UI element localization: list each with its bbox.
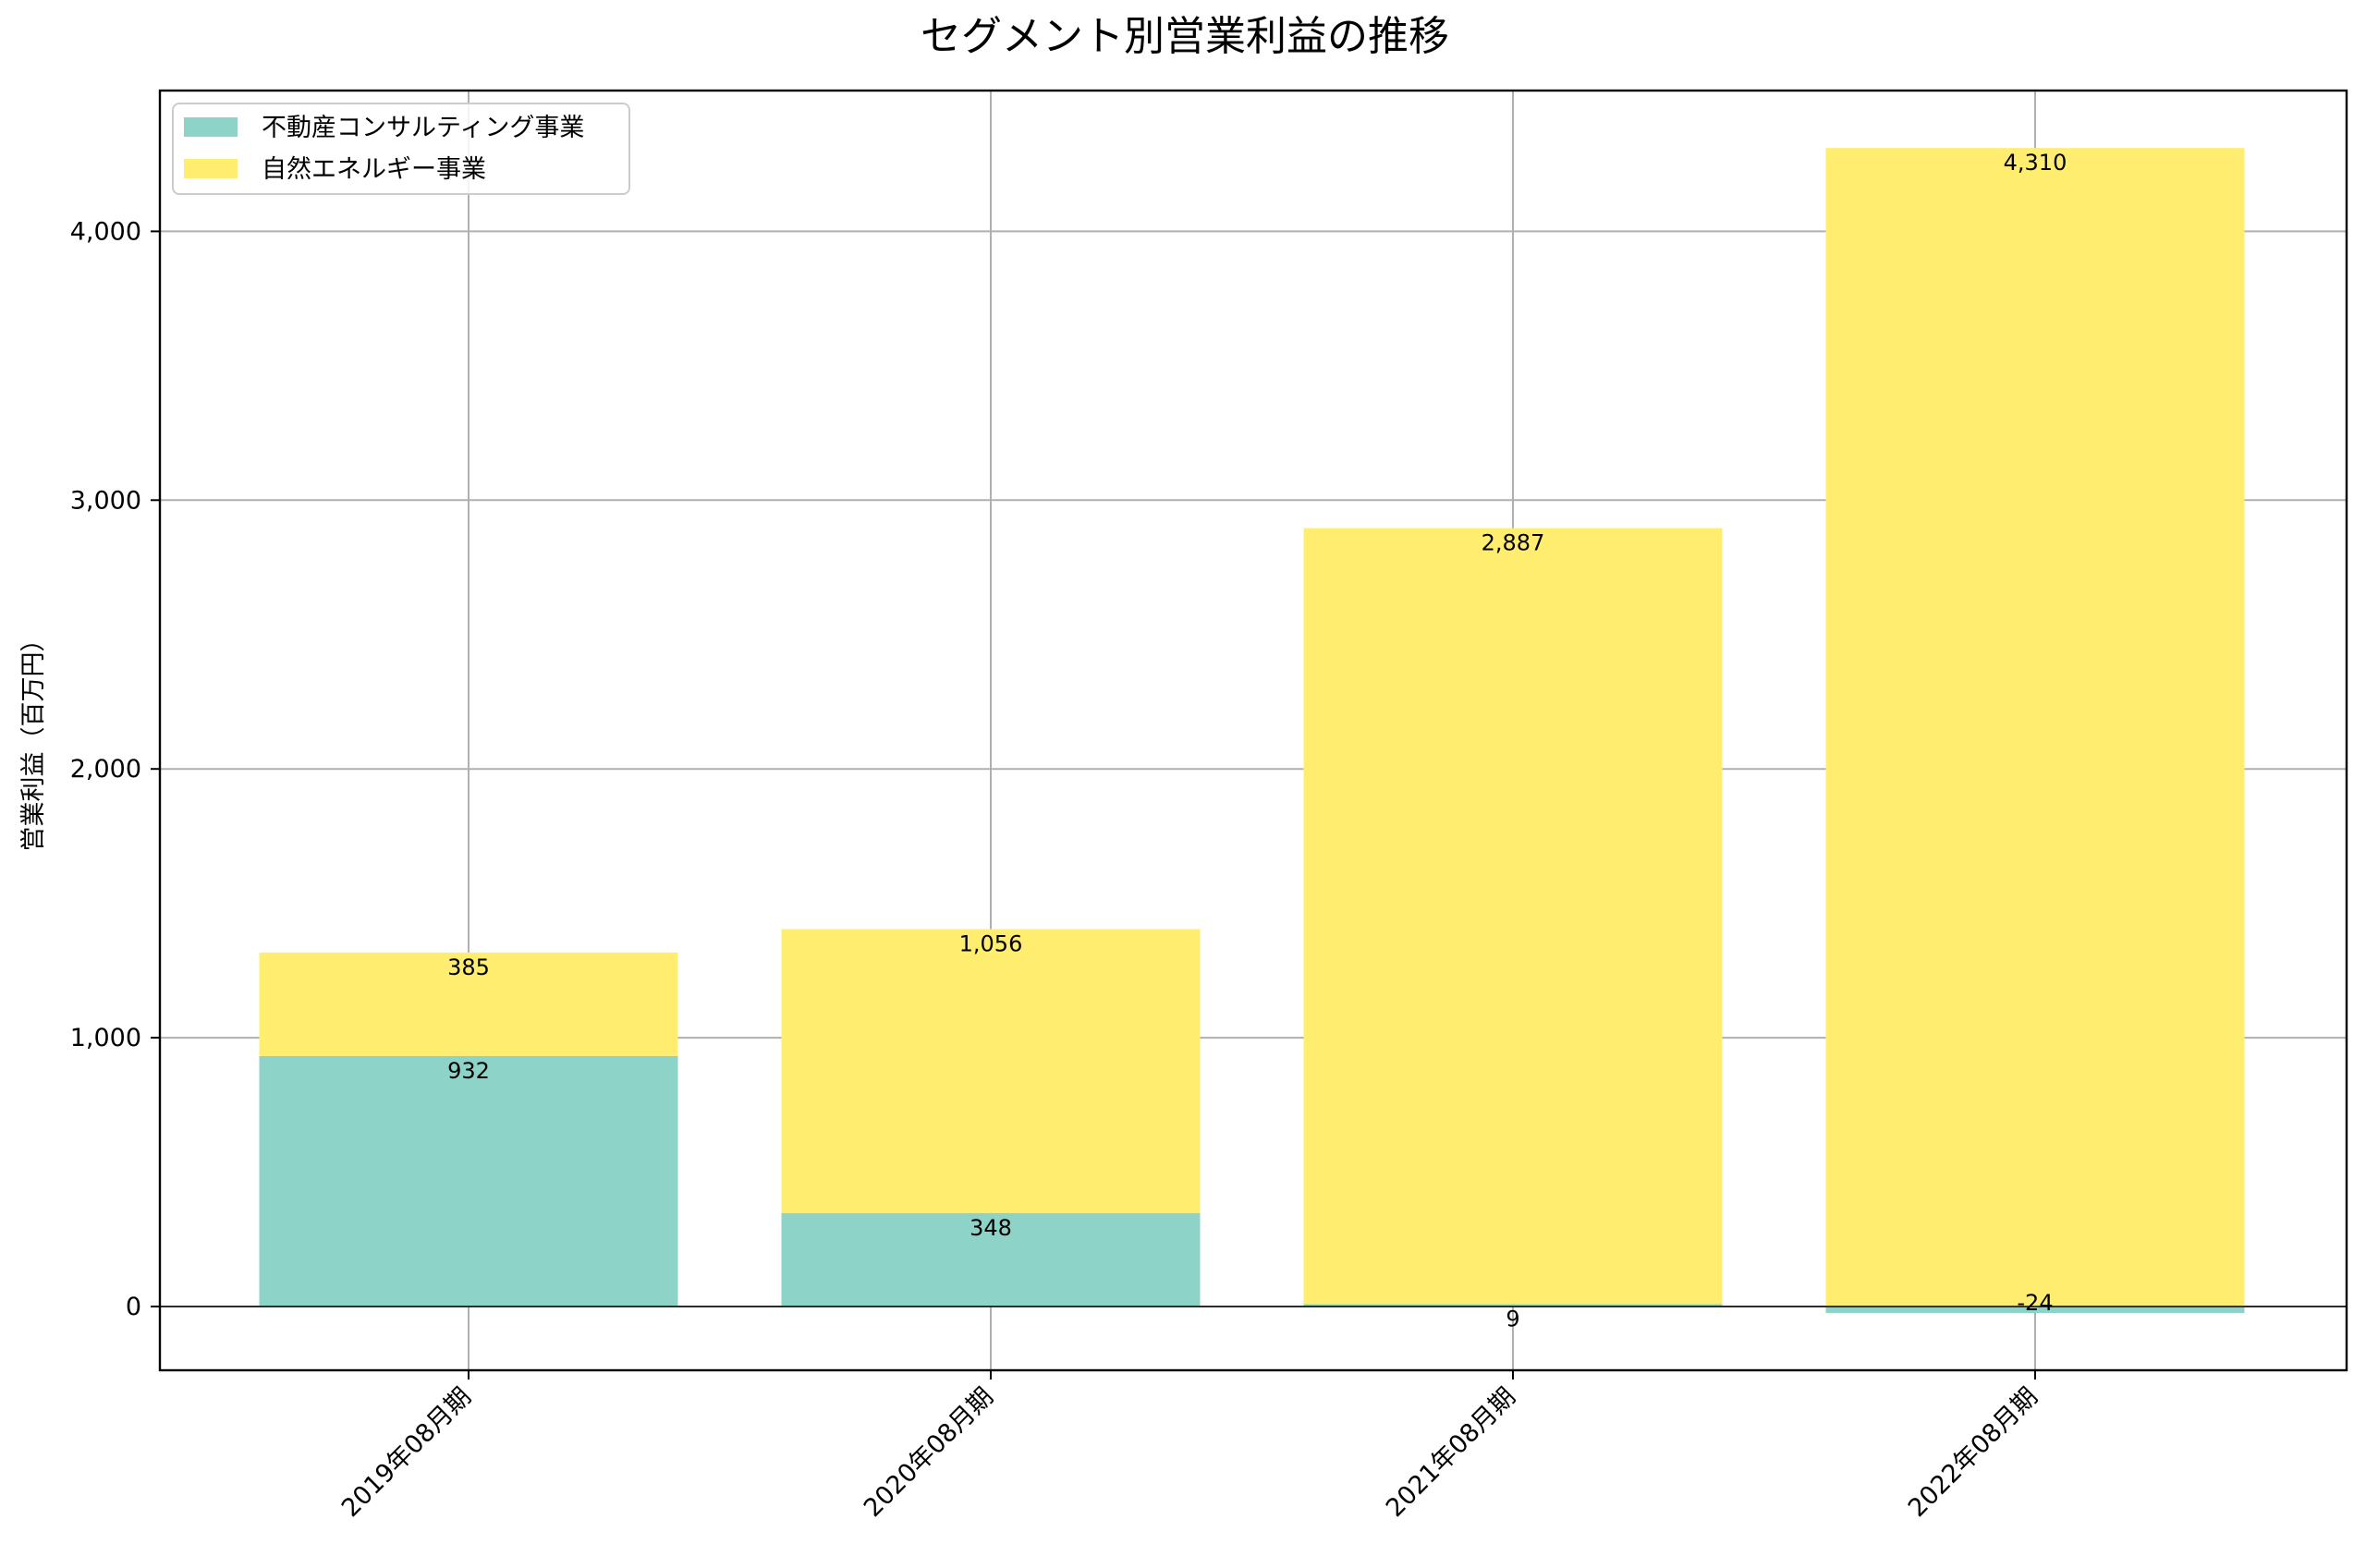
x-tick-label: 2020年08月期 xyxy=(859,1382,999,1523)
legend-swatch xyxy=(184,117,238,137)
bar-segment xyxy=(781,1212,1201,1307)
legend-label: 不動産コンサルティング事業 xyxy=(262,114,584,142)
x-tick-label: 2019年08月期 xyxy=(336,1382,477,1523)
legend-swatch xyxy=(184,159,238,178)
y-tick-label: 0 xyxy=(126,1293,141,1321)
bar-value-label: 1,056 xyxy=(959,931,1023,957)
bar-value-label: 9 xyxy=(1506,1306,1519,1331)
x-axis: 2019年08月期 2020年08月期 2021年08月期 2022年08月期 xyxy=(336,1370,2043,1523)
bar-segment xyxy=(1303,528,1723,1305)
y-tick-label: 3,000 xyxy=(70,486,141,515)
bar-value-labels: 932 385 348 1,056 9 2,887 -24 4,310 xyxy=(447,150,2067,1331)
legend-box xyxy=(172,103,630,195)
y-axis-label: 営業利益（百万円） xyxy=(19,627,48,852)
bar-value-label: 932 xyxy=(447,1058,490,1084)
bar-segment xyxy=(259,1055,678,1307)
y-tick-label: 1,000 xyxy=(70,1024,141,1052)
x-tick-label: 2022年08月期 xyxy=(1903,1382,2043,1523)
bar-segment xyxy=(781,929,1201,1213)
bar-value-label: 2,887 xyxy=(1482,530,1545,556)
plot-frame xyxy=(158,89,2348,1372)
y-axis: 0 1,000 2,000 3,000 4,000 xyxy=(70,217,160,1321)
bar-segment xyxy=(1825,148,2245,1307)
bar-segment xyxy=(259,952,678,1056)
y-tick-label: 2,000 xyxy=(70,755,141,784)
bar-value-label: 4,310 xyxy=(2004,150,2067,176)
bar-value-label: -24 xyxy=(2017,1290,2053,1316)
bar-value-label: 385 xyxy=(447,954,490,980)
legend-label: 自然エネルギー事業 xyxy=(262,155,486,184)
bars xyxy=(259,148,2245,1313)
bar-segment xyxy=(1303,1304,1723,1307)
chart-title: セグメント別営業利益の推移 xyxy=(921,13,1449,60)
bar-value-label: 348 xyxy=(970,1215,1012,1241)
x-tick-label: 2021年08月期 xyxy=(1381,1382,1521,1523)
y-tick-label: 4,000 xyxy=(70,217,141,246)
bar-segment xyxy=(1825,1307,2245,1313)
